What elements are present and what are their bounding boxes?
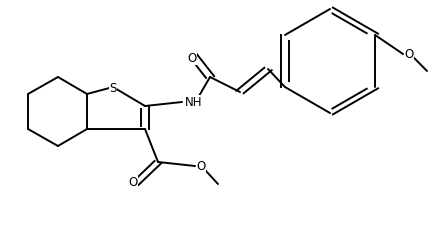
Text: NH: NH	[185, 96, 202, 109]
Text: O: O	[196, 160, 205, 173]
Text: S: S	[109, 81, 117, 94]
Text: O: O	[187, 52, 196, 65]
Text: O: O	[403, 48, 413, 61]
Text: O: O	[128, 175, 137, 188]
